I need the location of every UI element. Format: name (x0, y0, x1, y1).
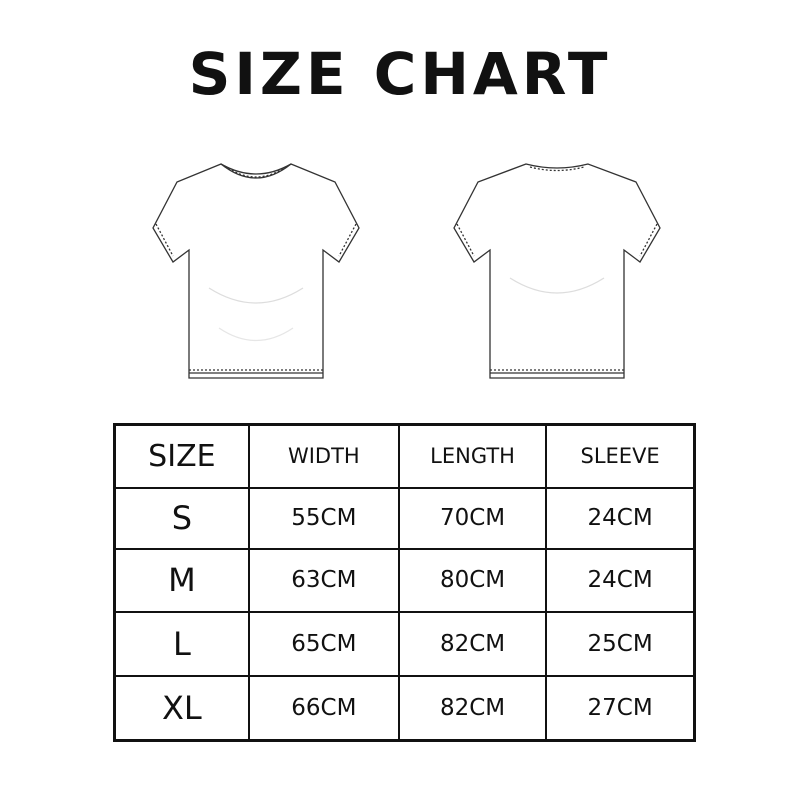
table-row: XL 66CM 82CM 27CM (113, 674, 696, 742)
width-cell: 65CM (247, 610, 400, 677)
header-sleeve: SLEEVE (545, 423, 696, 489)
sleeve-cell: 27CM (545, 674, 696, 742)
sleeve-cell: 24CM (545, 547, 696, 613)
length-cell: 70CM (397, 486, 548, 550)
tshirt-front-icon (152, 163, 360, 379)
page-title: SIZE CHART (188, 40, 612, 108)
table-row: S 55CM 70CM 24CM (113, 486, 696, 550)
table-row: M 63CM 80CM 24CM (113, 547, 696, 613)
sleeve-cell: 24CM (545, 486, 696, 550)
width-cell: 66CM (247, 674, 400, 742)
size-cell: L (113, 610, 250, 677)
header-length: LENGTH (397, 423, 548, 489)
header-width: WIDTH (247, 423, 400, 489)
size-cell: M (113, 547, 250, 613)
length-cell: 82CM (397, 674, 548, 742)
sleeve-cell: 25CM (545, 610, 696, 677)
size-cell: XL (113, 674, 250, 742)
table-header-row: SIZE WIDTH LENGTH SLEEVE (113, 423, 696, 489)
size-cell: S (113, 486, 250, 550)
width-cell: 63CM (247, 547, 400, 613)
header-size: SIZE (113, 423, 250, 489)
size-table: SIZE WIDTH LENGTH SLEEVE S 55CM 70CM 24C… (113, 423, 696, 742)
length-cell: 82CM (397, 610, 548, 677)
tshirt-back-icon (453, 163, 661, 379)
length-cell: 80CM (397, 547, 548, 613)
width-cell: 55CM (247, 486, 400, 550)
table-row: L 65CM 82CM 25CM (113, 610, 696, 677)
